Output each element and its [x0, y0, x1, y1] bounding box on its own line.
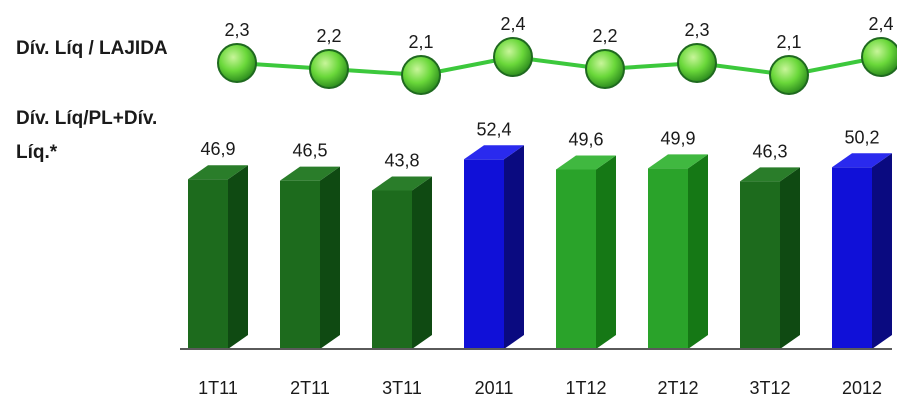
x-tick-label: 2011: [475, 378, 514, 398]
line-point-marker: [309, 49, 349, 89]
line-value-label: 2,1: [408, 32, 433, 52]
bar-top: [648, 154, 708, 169]
line-point-marker: [861, 37, 897, 77]
line-point-marker: [493, 37, 533, 77]
bar-top: [556, 155, 616, 170]
line-value-label: 2,3: [224, 20, 249, 40]
bar-3T12: 46,3: [740, 141, 800, 349]
bar-2T11: 46,5: [280, 141, 340, 349]
line-value-label: 2,1: [776, 32, 801, 52]
bar-value-label: 50,2: [844, 127, 879, 147]
bar-top: [740, 167, 800, 182]
bar-side: [320, 166, 340, 349]
bar-top: [372, 176, 432, 191]
bar-front: [740, 181, 780, 349]
line-value-label: 2,4: [500, 14, 525, 34]
line-value-label: 2,2: [316, 26, 341, 46]
bar-front: [372, 190, 412, 349]
bar-2012: 50,2: [832, 127, 892, 349]
line-series-label: Dív. Líq / LAJIDA: [16, 38, 168, 59]
bar-value-label: 46,5: [292, 141, 327, 161]
bar-front: [464, 159, 504, 349]
bar-2T12: 49,9: [648, 128, 708, 349]
bar-value-label: 49,9: [660, 128, 695, 148]
bar-top: [280, 166, 340, 181]
bar-side: [412, 176, 432, 349]
bar-1T11: 46,9: [188, 139, 248, 349]
line-point-marker: [401, 55, 441, 95]
x-tick-label: 2T12: [657, 378, 698, 398]
line-point-marker: [677, 43, 717, 83]
bar-side: [228, 165, 248, 349]
bar-value-label: 52,4: [476, 119, 511, 139]
bar-front: [188, 179, 228, 349]
line-point-marker: [769, 55, 809, 95]
bar-2011: 52,4: [464, 119, 524, 349]
bar-side: [504, 145, 524, 349]
bar-front: [832, 167, 872, 349]
bar-top: [464, 145, 524, 160]
bar-value-label: 49,6: [568, 129, 603, 149]
bar-side: [872, 153, 892, 349]
x-tick-label: 1T12: [565, 378, 606, 398]
bars-layer: 46,9 46,5 43,8 52,4 49,6 49,9 46,3 50,2: [188, 119, 892, 349]
x-tick-label: 1T11: [198, 378, 238, 398]
bar-side: [688, 154, 708, 349]
bar-side: [780, 167, 800, 349]
bar-series-label-line1: Dív. Líq/PL+Dív.: [16, 108, 157, 129]
x-tick-label: 2T11: [290, 378, 330, 398]
bar-front: [648, 168, 688, 349]
bar-value-label: 46,9: [200, 139, 235, 159]
bar-front: [280, 180, 320, 349]
line-value-label: 2,4: [868, 14, 893, 34]
line-point-marker: [585, 49, 625, 89]
bar-series-label-line2: Líq.*: [16, 142, 58, 163]
bar-front: [556, 169, 596, 349]
bar-3T11: 43,8: [372, 150, 432, 349]
bar-top: [832, 153, 892, 168]
bar-1T12: 49,6: [556, 129, 616, 349]
x-tick-label: 2012: [842, 378, 882, 398]
x-tick-label: 3T11: [382, 378, 422, 398]
x-tick-label: 3T12: [749, 378, 790, 398]
bar-top: [188, 165, 248, 180]
bar-value-label: 43,8: [384, 150, 419, 170]
line-value-label: 2,2: [592, 26, 617, 46]
bar-side: [596, 155, 616, 349]
category-labels: 1T11 2T11 3T11 2011 1T12 2T12 3T12 2012: [198, 378, 882, 398]
line-layer: 2,3 2,2 2,1 2,4 2,2 2,3 2,1 2,4: [217, 14, 897, 95]
line-value-label: 2,3: [684, 20, 709, 40]
line-point-marker: [217, 43, 257, 83]
bar-value-label: 46,3: [752, 141, 787, 161]
